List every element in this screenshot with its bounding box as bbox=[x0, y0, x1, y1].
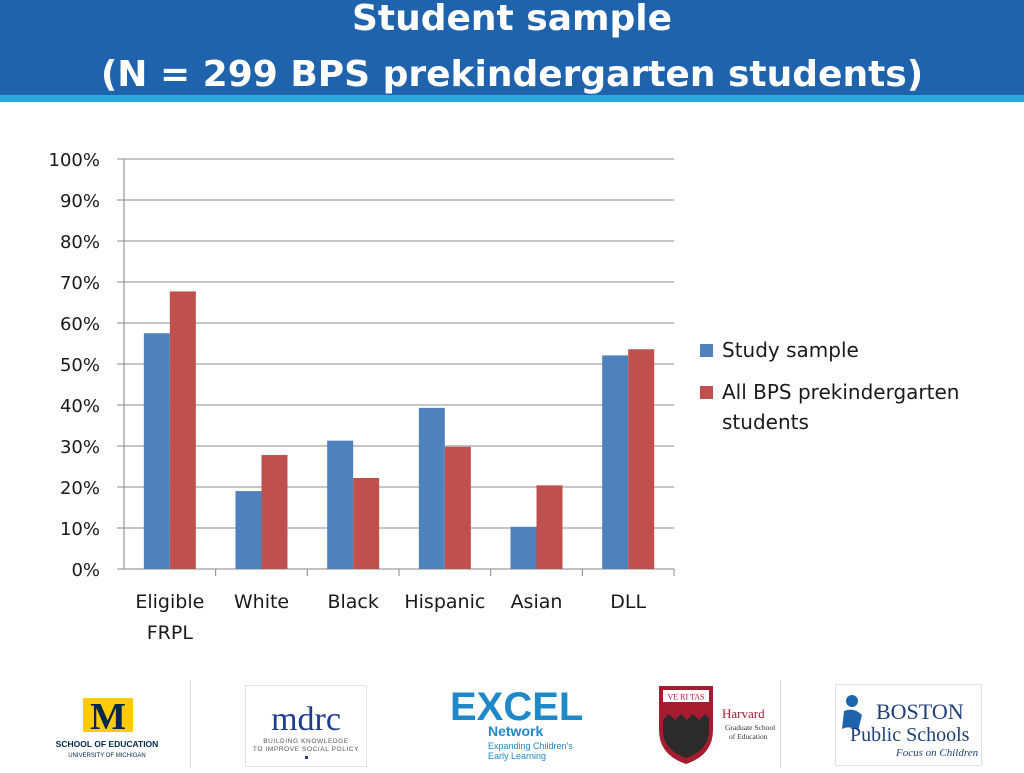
umich-block-m-bg bbox=[83, 698, 133, 732]
harvard-name: Harvard bbox=[722, 706, 765, 721]
bar-all-bps bbox=[444, 446, 471, 569]
slide-title: Student sample bbox=[351, 0, 673, 39]
harvard-sub-line2: of Education bbox=[729, 732, 768, 741]
x-category-label: Asian bbox=[511, 591, 563, 613]
legend-label-study-sample: Study sample bbox=[722, 338, 859, 362]
y-tick-label: 30% bbox=[60, 437, 100, 458]
mdrc-wordmark: mdrc bbox=[271, 701, 341, 738]
bar-chart: 0% 10% 20% 30% 40% 50% 60% 70% 80% 90% 100% Eligibl… bbox=[0, 110, 1024, 670]
legend-swatch-all-bps bbox=[700, 386, 713, 399]
harvard-shield-steps bbox=[663, 714, 709, 758]
y-tick-label: 10% bbox=[60, 519, 100, 540]
y-tick-label: 60% bbox=[60, 314, 100, 335]
mdrc-tagline-line2: TO IMPROVE SOCIAL POLICY bbox=[253, 746, 359, 753]
y-tick-label: 0% bbox=[71, 560, 100, 581]
mdrc-tagline-line1: BUILDING KNOWLEDGE bbox=[263, 738, 349, 745]
bps-figure-head-icon bbox=[846, 695, 858, 707]
y-tick-label: 20% bbox=[60, 478, 100, 499]
title-banner-stripe bbox=[0, 95, 1024, 102]
bar-study-sample bbox=[510, 526, 537, 569]
harvard-gse-logo: VE RI TAS Harvard Graduate School of Edu… bbox=[655, 680, 781, 768]
x-category-label: Black bbox=[327, 591, 378, 613]
harvard-sub-line1: Graduate School bbox=[725, 723, 775, 732]
legend-label-all-bps-line1: All BPS prekindergarten bbox=[722, 380, 960, 404]
bar-study-sample bbox=[235, 491, 262, 569]
bps-figure-body-icon bbox=[842, 709, 862, 731]
excel-tagline-line1: Expanding Children's bbox=[488, 741, 573, 751]
umich-text-line1: SCHOOL OF EDUCATION bbox=[56, 739, 159, 749]
mdrc-dot bbox=[305, 756, 308, 759]
bar-chart-svg: 0% 10% 20% 30% 40% 50% 60% 70% 80% 90% 100% Eligibl… bbox=[49, 150, 675, 644]
chart-legend: Study sample All BPS prekindergarten stu… bbox=[700, 335, 1000, 449]
bar-all-bps bbox=[261, 455, 288, 569]
legend-item-all-bps: All BPS prekindergarten students bbox=[700, 377, 1000, 437]
bar-all-bps bbox=[169, 291, 196, 569]
x-category-label: White bbox=[234, 591, 289, 613]
y-tick-label: 90% bbox=[60, 191, 100, 212]
harvard-shield-book bbox=[663, 690, 709, 702]
mdrc-logo: mdrc BUILDING KNOWLEDGE TO IMPROVE SOCIA… bbox=[245, 685, 367, 767]
bar-study-sample bbox=[143, 333, 170, 569]
excel-tagline-line2: Early Learning bbox=[488, 751, 546, 761]
bar-study-sample bbox=[418, 407, 445, 569]
bar-all-bps bbox=[536, 485, 563, 569]
excel-wordmark: EXCEL bbox=[450, 685, 583, 729]
bar-all-bps bbox=[353, 477, 380, 569]
x-category-label: Hispanic bbox=[404, 591, 485, 613]
legend-label-all-bps-line2: students bbox=[722, 410, 809, 434]
harvard-veritas: VE RI TAS bbox=[668, 693, 705, 702]
y-tick-label: 70% bbox=[60, 273, 100, 294]
legend-item-study-sample: Study sample bbox=[700, 335, 1000, 365]
bps-line1: BOSTON bbox=[876, 699, 964, 724]
slide-subtitle: (N = 299 BPS prekindergarten students) bbox=[100, 54, 924, 95]
bps-line2: Public Schools bbox=[850, 724, 970, 746]
y-tick-label: 40% bbox=[60, 396, 100, 417]
x-category-label: FRPL bbox=[147, 622, 194, 644]
umich-block-m: M bbox=[90, 696, 126, 738]
bar-all-bps bbox=[628, 349, 655, 569]
umich-text-line2: UNIVERSITY OF MICHIGAN bbox=[68, 753, 146, 759]
bar-study-sample bbox=[602, 355, 629, 569]
umich-logo: M SCHOOL OF EDUCATION UNIVERSITY OF MICH… bbox=[55, 680, 191, 768]
x-category-label: Eligible bbox=[135, 591, 204, 613]
title-banner bbox=[0, 0, 1024, 95]
bps-line3: Focus on Children bbox=[895, 747, 979, 759]
partner-logos: M SCHOOL OF EDUCATION UNIVERSITY OF MICH… bbox=[0, 680, 1024, 768]
excel-network-label: Network bbox=[488, 723, 543, 739]
bar-study-sample bbox=[327, 440, 354, 569]
x-category-label: DLL bbox=[610, 591, 646, 613]
boston-public-schools-logo: BOSTON Public Schools Focus on Children bbox=[835, 684, 982, 766]
excel-network-logo: EXCEL Network Expanding Children's Early… bbox=[450, 680, 585, 768]
y-tick-label: 80% bbox=[60, 232, 100, 253]
legend-swatch-study-sample bbox=[700, 344, 713, 357]
y-tick-label: 100% bbox=[49, 150, 100, 171]
y-tick-label: 50% bbox=[60, 355, 100, 376]
